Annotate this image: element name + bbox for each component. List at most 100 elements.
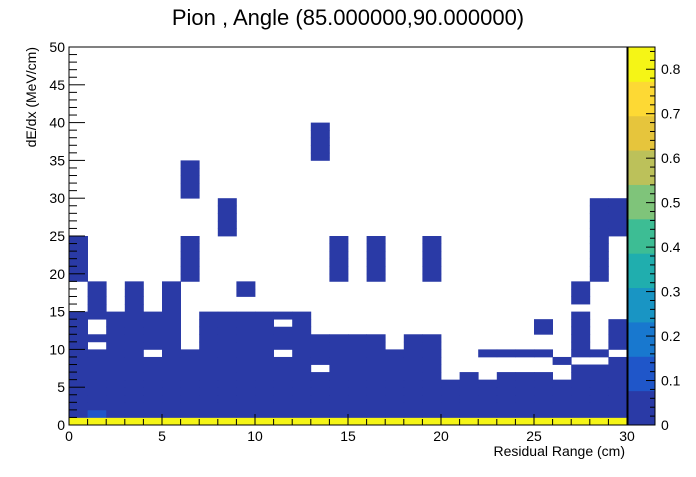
heatmap-cell <box>199 356 219 365</box>
heatmap-cell <box>608 319 628 328</box>
heatmap-cell <box>87 402 107 411</box>
heatmap-cell <box>199 349 219 358</box>
heatmap-cell <box>199 364 219 373</box>
heatmap-cell <box>69 417 88 426</box>
heatmap-cell <box>217 387 237 396</box>
heatmap-cell <box>199 394 219 403</box>
heatmap-cell <box>310 152 330 161</box>
heatmap-cell <box>608 213 628 222</box>
heatmap-cell <box>87 387 107 396</box>
heatmap-cell <box>69 379 88 388</box>
heatmap-cell <box>403 402 423 411</box>
heatmap-cell <box>403 341 423 350</box>
heatmap-cell <box>199 326 219 335</box>
heatmap-cell <box>87 334 107 343</box>
heatmap-cell <box>310 409 330 418</box>
heatmap-cell <box>217 417 237 426</box>
heatmap-cell <box>571 281 591 290</box>
heatmap-cell <box>106 319 126 328</box>
heatmap-cell <box>329 251 349 260</box>
heatmap-cell <box>236 281 256 290</box>
heatmap-cell <box>236 311 256 320</box>
heatmap-cell <box>180 258 200 267</box>
heatmap-cell <box>571 372 591 381</box>
heatmap-cell <box>571 296 591 305</box>
heatmap-cell <box>87 356 107 365</box>
heatmap-cell <box>292 326 312 335</box>
heatmap-cell <box>589 243 609 252</box>
heatmap-cell <box>273 326 293 335</box>
heatmap-cell <box>348 409 367 418</box>
heatmap-cell <box>69 258 88 267</box>
heatmap-cell <box>571 417 591 426</box>
heatmap-cell <box>589 220 609 229</box>
heatmap-cell <box>106 356 126 365</box>
colorbar-tick-label: 0.8 <box>661 61 681 77</box>
heatmap-cell <box>589 349 609 358</box>
heatmap-cell <box>124 304 144 312</box>
heatmap-cell <box>236 349 256 358</box>
heatmap-cell <box>441 402 460 411</box>
colorbar-tick-label: 0.2 <box>661 328 681 344</box>
heatmap-cell <box>589 402 609 411</box>
heatmap-cell <box>292 341 312 350</box>
heatmap-cell <box>69 394 88 403</box>
heatmap-cell <box>329 356 349 365</box>
heatmap-cell <box>515 372 535 381</box>
heatmap-cell <box>87 288 107 297</box>
y-tick-label: 30 <box>49 190 65 206</box>
heatmap-cell <box>69 409 88 418</box>
y-axis-label: dE/dx (MeV/cm) <box>23 47 39 147</box>
heatmap-cell <box>106 311 126 320</box>
heatmap-cell <box>69 349 88 358</box>
heatmap-cell <box>310 341 330 350</box>
heatmap-cell <box>403 349 423 358</box>
heatmap-cell <box>124 394 144 403</box>
heatmap-cell <box>422 243 442 252</box>
heatmap-cell <box>143 387 163 396</box>
heatmap-cell <box>385 387 405 396</box>
heatmap-cell <box>348 394 367 403</box>
heatmap-cell <box>255 364 274 373</box>
heatmap-cell <box>366 236 386 244</box>
heatmap-cell <box>292 417 312 426</box>
heatmap-cell <box>255 417 274 426</box>
heatmap-cell <box>366 266 386 275</box>
colorbar-segment <box>628 287 655 323</box>
heatmap-cell <box>459 387 479 396</box>
heatmap-cells <box>69 122 628 426</box>
heatmap-cell <box>217 341 237 350</box>
heatmap-cell <box>608 409 628 418</box>
heatmap-cell <box>69 356 88 365</box>
heatmap-cell <box>217 379 237 388</box>
heatmap-cell <box>180 387 200 396</box>
heatmap-cell <box>87 296 107 305</box>
heatmap-cell <box>292 387 312 396</box>
heatmap-cell <box>348 372 367 381</box>
heatmap-cell <box>162 304 181 312</box>
heatmap-cell <box>422 258 442 267</box>
heatmap-cell <box>515 417 535 426</box>
heatmap-cell <box>534 409 553 418</box>
heatmap-cell <box>441 394 460 403</box>
heatmap-cell <box>422 409 442 418</box>
y-tick-label: 50 <box>49 39 65 55</box>
heatmap-cell <box>366 372 386 381</box>
heatmap-cell <box>366 379 386 388</box>
heatmap-cell <box>162 296 181 305</box>
heatmap-cell <box>124 349 144 358</box>
heatmap-cell <box>403 379 423 388</box>
heatmap-cell <box>106 379 126 388</box>
heatmap-cell <box>217 349 237 358</box>
heatmap-cell <box>422 273 442 282</box>
heatmap-cell <box>608 326 628 335</box>
heatmap-cell <box>422 236 442 244</box>
heatmap-cell <box>87 311 107 320</box>
heatmap-cell <box>143 379 163 388</box>
heatmap-cell <box>162 326 181 335</box>
heatmap-cell <box>571 349 591 358</box>
heatmap-cell <box>589 364 609 373</box>
heatmap-cell <box>217 409 237 418</box>
heatmap-cell <box>180 243 200 252</box>
heatmap-cell <box>366 243 386 252</box>
